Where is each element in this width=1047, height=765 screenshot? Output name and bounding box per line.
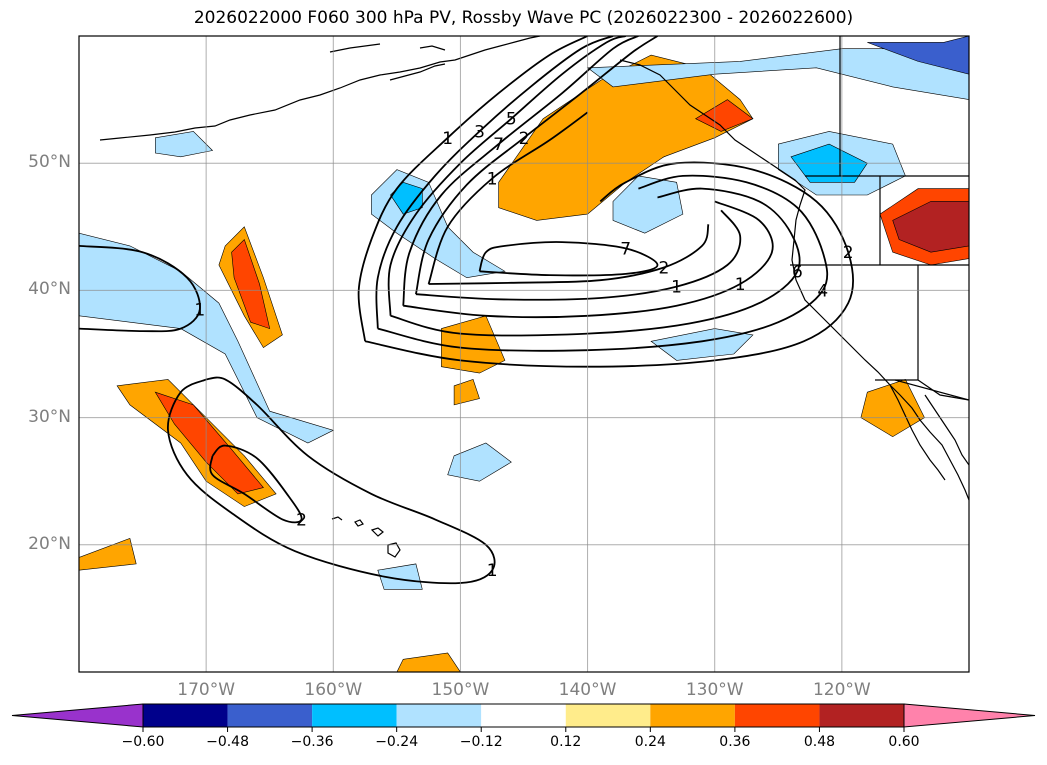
contour-line-7 [403,200,774,318]
contour-line-14 [167,376,496,585]
pv-region-26 [377,563,423,590]
contour-label-7: 1 [735,275,746,295]
pv-region-12 [867,36,969,75]
lat-tick-label-0: 20°N [28,533,71,554]
gridlines [79,36,969,672]
contour-label-8: 2 [519,129,530,149]
contour-line-6 [402,36,639,306]
coastline-hawaii [331,516,401,558]
colorbar-tick-label-4: −0.12 [459,734,503,750]
coastline-alaska [99,36,541,141]
contour-line-2 [375,36,614,329]
colorbar-tick-label-2: −0.36 [290,734,334,750]
contour-label-6: 7 [493,135,504,155]
lon-tick-label-5: 120°W [812,680,871,700]
lat-tick-label-3: 50°N [28,152,71,173]
colorbar-tick-label-6: 0.24 [634,734,666,750]
contour-label-10: 1 [487,169,498,189]
border-mexico [875,379,969,401]
lat-tick-label-1: 30°N [28,406,71,427]
contour-label-13: 1 [194,300,205,320]
chart-title: 2026022000 F060 300 hPa PV, Rossby Wave … [193,8,854,28]
contour-line-10 [427,111,589,285]
pv-region-27 [396,652,461,672]
pv-region-25 [155,131,214,158]
lon-tick-label-2: 150°W [431,680,490,700]
pv-region-19 [441,315,506,374]
contour-label-14: 1 [487,561,498,581]
colorbar-extend-high [903,703,1036,728]
pv-region-2 [694,99,754,132]
colorbar [11,703,1036,732]
coastline-north-america [619,59,969,501]
contour-label-2: 3 [474,122,485,142]
contour-label-5: 6 [792,262,803,282]
contour-line-3 [377,174,829,352]
contour-line-11 [428,224,710,285]
pv-region-14 [892,201,969,253]
contour-line-0 [357,36,589,342]
contour-label-15: 2 [296,510,307,530]
colorbar-tick-label-5: 0.12 [550,734,582,750]
coastline-layer [99,36,969,558]
pv-region-23 [447,442,512,482]
pv-region-11 [586,48,969,100]
colorbar-segment-7 [734,704,820,727]
colorbar-tick-label-8: 0.48 [803,734,836,750]
coastline-alaska-peninsula [329,43,446,81]
colorbar-segment-8 [819,704,904,727]
colorbar-segment-6 [650,704,735,727]
coastline-baja [889,384,969,481]
colorbar-tick-label-9: 0.60 [888,734,920,750]
map-frame [78,35,970,673]
colorbar-segment-0 [143,704,228,727]
contour-label-3: 4 [817,281,828,301]
contour-label-1: 2 [843,243,854,263]
lon-tick-label-0: 170°W [177,680,236,700]
contour-line-15 [209,444,303,524]
colorbar-frame [142,703,905,728]
colorbar-extend-low [11,703,144,728]
colorbar-tick-label-3: −0.24 [375,734,419,750]
contour-line-13 [79,245,201,333]
contour-line-4 [387,36,626,316]
colorbar-segment-5 [565,704,651,727]
lat-tick-label-2: 40°N [28,279,71,300]
contour-label-9: 1 [671,278,682,298]
colorbar-tick-label-7: 0.36 [719,734,751,750]
contour-label-11: 2 [658,259,669,279]
contour-line-8 [415,36,658,295]
contour-line-5 [390,187,801,337]
border-us-states [790,36,969,401]
lon-tick-label-4: 130°W [685,680,744,700]
lon-tick-label-1: 160°W [304,680,363,700]
colorbar-segment-1 [227,704,313,727]
contour-label-12: 7 [620,239,631,259]
pv-region-16 [231,238,271,330]
lon-tick-label-3: 140°W [558,680,617,700]
colorbar-segment-4 [481,704,566,727]
colorbar-segment-2 [312,704,397,727]
contour-label-4: 5 [506,110,517,130]
colorbar-segment-3 [396,704,482,727]
colorbar-tick-label-0: −0.60 [121,734,165,750]
contour-line-12 [478,241,659,277]
colorbar-tick-label-1: −0.48 [206,734,249,750]
contour-label-0: 1 [442,129,453,149]
